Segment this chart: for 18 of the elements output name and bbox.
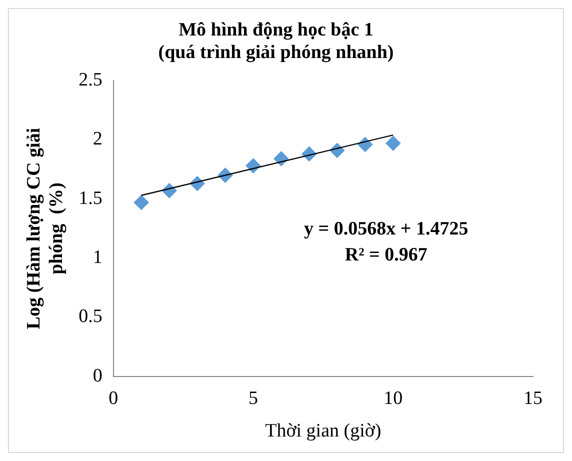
x-tick-label: 5 bbox=[248, 388, 258, 409]
y-tick-label: 0 bbox=[92, 365, 102, 386]
y-tick-label: 2 bbox=[92, 128, 102, 150]
y-axis-title: Log (Hàm lượng CC giải phóng (%) bbox=[23, 128, 68, 330]
y-tick-label: 1.5 bbox=[78, 188, 102, 209]
x-tick-label: 0 bbox=[108, 388, 118, 409]
point bbox=[274, 151, 289, 166]
point bbox=[134, 194, 149, 210]
y-tick-label: 0.5 bbox=[78, 306, 102, 328]
y-tick-label: 2.5 bbox=[78, 70, 102, 91]
annotation: R² = 0.967 bbox=[344, 244, 428, 266]
x-tick-label: 10 bbox=[384, 388, 403, 409]
point bbox=[386, 136, 401, 151]
y-tick-label: 1 bbox=[92, 247, 102, 268]
x-tick-label: 15 bbox=[524, 388, 542, 409]
x-axis-title: Thời gian (giờ) bbox=[265, 420, 382, 442]
chart-title: Mô hình động học bậc 1 (quá trình giải phóng nhanh) bbox=[158, 19, 394, 64]
annotation: y = 0.0568x + 1.4725 bbox=[304, 218, 468, 240]
